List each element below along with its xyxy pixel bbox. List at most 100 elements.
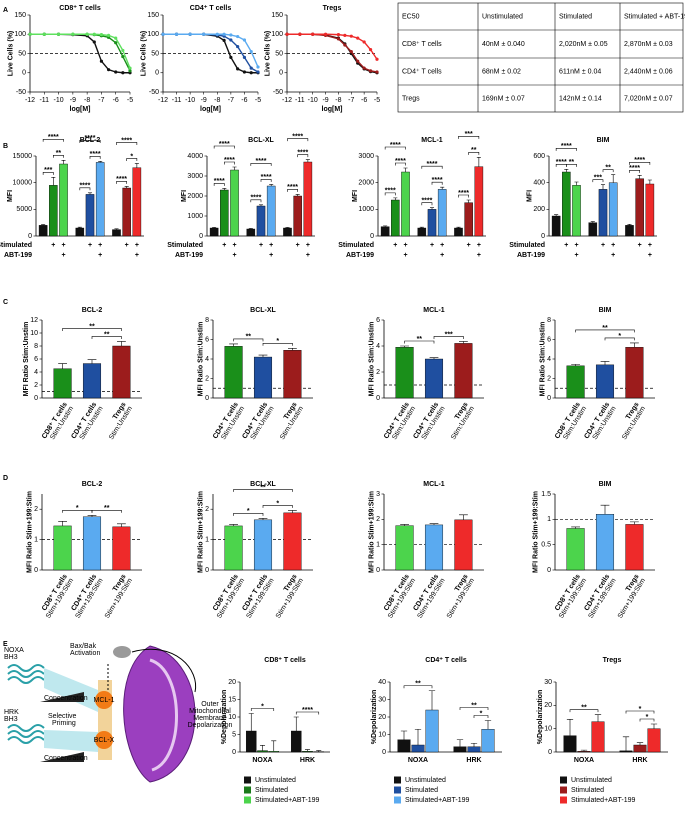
significance-label: ** bbox=[471, 702, 477, 709]
row-mark: + bbox=[232, 242, 236, 249]
y-tick-label: 0 bbox=[548, 749, 552, 756]
table-cell: 611nM ± 0.04 bbox=[559, 68, 601, 75]
significance-bracket bbox=[604, 337, 635, 341]
y-tick-label: 6 bbox=[376, 317, 380, 324]
x-tick-label: -8 bbox=[335, 97, 341, 104]
significance-bracket bbox=[421, 165, 443, 169]
significance-label: ** bbox=[605, 165, 611, 172]
significance-label: **** bbox=[561, 143, 572, 150]
label: Bax/Bak bbox=[70, 643, 97, 650]
y-axis-label: MFI Ratio Stim+199:Stim bbox=[26, 491, 33, 573]
chart-title: CD8⁺ T cells bbox=[59, 5, 101, 12]
y-tick-label: 3000 bbox=[358, 153, 374, 160]
error-bar bbox=[470, 742, 478, 747]
error-bar bbox=[271, 740, 277, 752]
bar bbox=[75, 227, 85, 237]
y-tick-label: 4 bbox=[376, 343, 380, 350]
bar bbox=[425, 709, 439, 753]
label: Concentration bbox=[44, 755, 88, 762]
error-bar bbox=[259, 745, 266, 751]
error-bar bbox=[580, 749, 588, 752]
bax-bak bbox=[113, 646, 131, 658]
bar bbox=[82, 516, 102, 571]
x-axis-label: log[M] bbox=[200, 106, 221, 113]
y-tick-label: 100 bbox=[271, 31, 283, 38]
error-bar bbox=[87, 192, 93, 195]
error-bar bbox=[590, 221, 595, 223]
x-tick-label: -12 bbox=[158, 97, 168, 104]
y-tick-label: 20 bbox=[378, 714, 386, 721]
significance-label: * bbox=[261, 703, 264, 710]
y-tick-label: 0 bbox=[279, 70, 283, 77]
row-mark: + bbox=[306, 242, 310, 249]
x-tick-label: -11 bbox=[295, 97, 305, 104]
y-tick-label: 8 bbox=[547, 317, 551, 324]
x-axis-label: log[M] bbox=[70, 106, 91, 113]
x-tick-label: -10 bbox=[54, 97, 64, 104]
row-label: Stimulated bbox=[338, 242, 374, 249]
error-bar bbox=[622, 736, 630, 751]
significance-bracket bbox=[213, 145, 235, 149]
error-bar bbox=[594, 714, 602, 722]
error-bar bbox=[124, 186, 129, 188]
bar bbox=[453, 746, 467, 753]
label: BH3 bbox=[4, 654, 18, 661]
significance-label: **** bbox=[458, 190, 469, 197]
significance-bracket bbox=[116, 181, 127, 184]
significance-label: ** bbox=[471, 147, 477, 154]
bar bbox=[625, 225, 634, 237]
significance-label: *** bbox=[445, 331, 453, 338]
significance-bracket bbox=[116, 142, 138, 145]
bar bbox=[608, 182, 618, 237]
y-tick-label: 8 bbox=[34, 343, 38, 350]
significance-label: * bbox=[76, 505, 79, 512]
significance-bracket bbox=[91, 509, 122, 513]
error-bar bbox=[630, 342, 639, 348]
error-bar bbox=[293, 716, 299, 731]
significance-label: **** bbox=[432, 177, 443, 184]
bar bbox=[53, 525, 72, 571]
row-mark: + bbox=[430, 242, 434, 249]
significance-bracket bbox=[287, 189, 298, 192]
error-bar bbox=[87, 359, 97, 364]
y-tick-label: 50 bbox=[151, 50, 159, 57]
bar bbox=[566, 365, 585, 399]
bar bbox=[588, 222, 598, 237]
y-tick-label: 15000 bbox=[13, 153, 33, 160]
bar bbox=[437, 189, 447, 237]
y-tick-label: 6 bbox=[547, 336, 551, 343]
y-tick-label: 2 bbox=[34, 506, 38, 513]
y-tick-label: 8 bbox=[205, 317, 209, 324]
bar bbox=[645, 183, 655, 237]
arrow bbox=[131, 648, 197, 693]
y-tick-label: 4000 bbox=[187, 153, 203, 160]
y-tick-label: 150 bbox=[271, 12, 283, 19]
table-header: Stimulated + ABT-199 bbox=[624, 13, 685, 20]
significance-label: **** bbox=[390, 142, 401, 149]
significance-bracket bbox=[297, 154, 309, 158]
y-tick-label: 0 bbox=[205, 395, 209, 402]
significance-bracket bbox=[62, 328, 122, 331]
y-tick-label: -50 bbox=[149, 89, 159, 96]
table-cell: 2,020nM ± 0.05 bbox=[559, 41, 608, 48]
error-bar bbox=[58, 521, 67, 526]
table-frame bbox=[397, 2, 684, 113]
x-axis-label: log[M] bbox=[322, 106, 343, 113]
x-tick-label: -5 bbox=[374, 97, 380, 104]
row-mark: + bbox=[259, 242, 263, 249]
y-tick-label: 40 bbox=[378, 679, 386, 686]
error-bar bbox=[647, 179, 652, 184]
significance-label: **** bbox=[261, 174, 272, 181]
error-bar bbox=[600, 184, 606, 190]
gradient-triangle bbox=[40, 692, 84, 702]
error-bar bbox=[459, 514, 468, 520]
legend-swatch bbox=[560, 796, 567, 804]
y-axis-label: MFI Ratio Stim+199:Stim bbox=[533, 491, 540, 573]
error-bar bbox=[87, 514, 97, 517]
chart-title: Tregs bbox=[603, 657, 622, 664]
x-tick-label: -8 bbox=[84, 97, 90, 104]
significance-label: **** bbox=[116, 176, 127, 183]
